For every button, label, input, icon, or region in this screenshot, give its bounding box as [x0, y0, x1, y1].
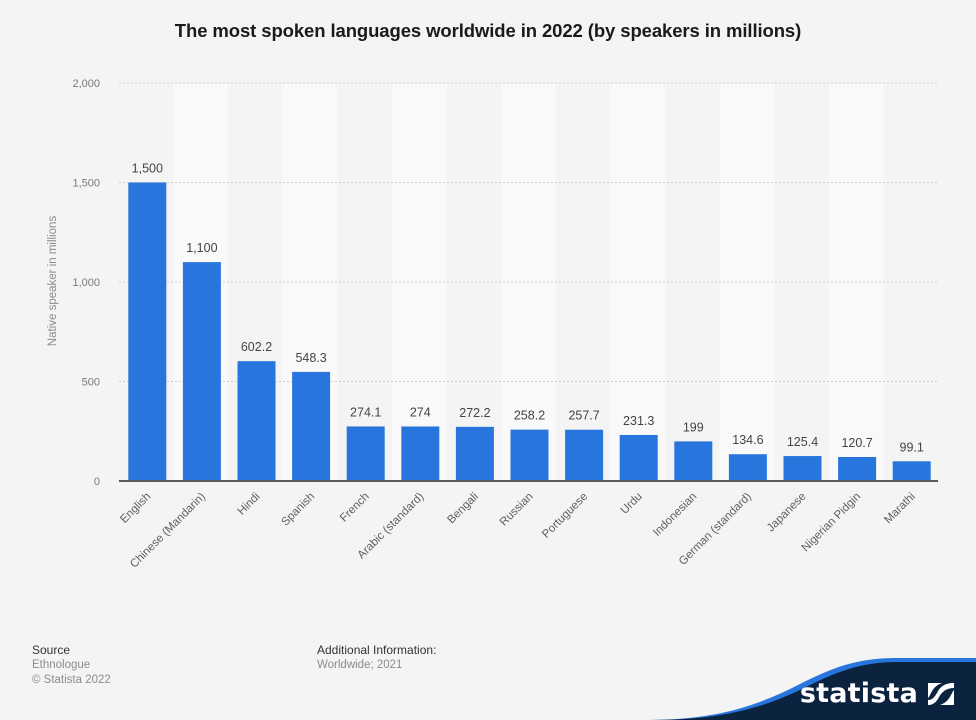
value-label: 125.4 [787, 435, 818, 449]
value-label: 274 [410, 405, 431, 419]
bar[interactable] [401, 426, 440, 481]
additional-info-heading: Additional Information: [317, 643, 437, 657]
additional-info-text: Worldwide; 2021 [317, 659, 403, 671]
y-tick-label: 500 [82, 377, 100, 389]
value-label: 258.2 [514, 409, 545, 423]
chart-title: The most spoken languages worldwide in 2… [174, 20, 802, 41]
value-label: 1,500 [132, 162, 163, 176]
value-label: 120.7 [841, 436, 872, 450]
value-label: 1,100 [186, 241, 217, 255]
category-label: French [338, 491, 372, 525]
bar[interactable] [346, 426, 385, 481]
y-tick-label: 1,500 [72, 178, 100, 190]
category-label: Marathi [882, 491, 918, 527]
bar[interactable] [838, 456, 877, 481]
value-label: 231.3 [623, 414, 654, 428]
y-tick-label: 1,000 [72, 277, 100, 289]
category-label: English [118, 491, 153, 526]
category-label: Indonesian [651, 491, 699, 539]
bar[interactable] [619, 434, 658, 481]
bar[interactable] [674, 441, 713, 481]
source-name[interactable]: Ethnologue [32, 659, 91, 671]
logo-wave [646, 658, 976, 720]
value-label: 272.2 [459, 406, 490, 420]
value-label: 274.1 [350, 405, 381, 419]
value-label: 199 [683, 420, 704, 434]
category-label: Portuguese [540, 491, 590, 541]
value-labels: 1,500 1,100 602.2 548.3 274.1 274 272.2 258.2 25… [132, 162, 924, 455]
bar[interactable] [892, 461, 931, 481]
value-label: 602.2 [241, 340, 272, 354]
category-label: Japanese [765, 491, 809, 535]
bar[interactable] [237, 361, 276, 481]
bar[interactable] [565, 429, 604, 481]
y-axis-ticks: 0 500 1,000 1,500 2,000 [72, 78, 100, 488]
bar[interactable] [510, 429, 549, 481]
y-tick-label: 0 [94, 476, 100, 488]
category-label: Bengali [445, 491, 481, 527]
source-block: Source Ethnologue © Statista 2022 [32, 643, 111, 688]
logo-text: statista [799, 678, 918, 709]
category-label: Urdu [619, 491, 645, 517]
source-heading: Source [32, 643, 71, 657]
category-label: Spanish [279, 491, 317, 529]
category-label: Nigerian Pidgin [800, 491, 864, 555]
value-label: 257.7 [568, 409, 599, 423]
bars [128, 182, 931, 482]
value-label: 134.6 [732, 433, 763, 447]
statista-logo-icon [928, 683, 954, 705]
category-label: Russian [498, 491, 536, 529]
copyright: © Statista 2022 [32, 674, 111, 686]
value-label: 99.1 [900, 440, 924, 454]
additional-info-block: Additional Information: Worldwide; 2021 [317, 643, 436, 673]
value-label: 548.3 [295, 351, 326, 365]
bar[interactable] [728, 454, 767, 481]
bar[interactable] [455, 426, 494, 481]
bar[interactable] [783, 456, 822, 481]
bar[interactable] [128, 182, 167, 482]
y-tick-label: 2,000 [72, 78, 100, 90]
bar[interactable] [182, 262, 221, 481]
y-axis-label: Native speaker in millions [47, 216, 59, 347]
category-label: Hindi [236, 491, 263, 518]
statista-logo-banner[interactable]: statista [646, 658, 976, 720]
bar[interactable] [292, 371, 331, 481]
bar-chart: 0 500 1,000 1,500 2,000 Native speaker in mi… [47, 78, 938, 571]
